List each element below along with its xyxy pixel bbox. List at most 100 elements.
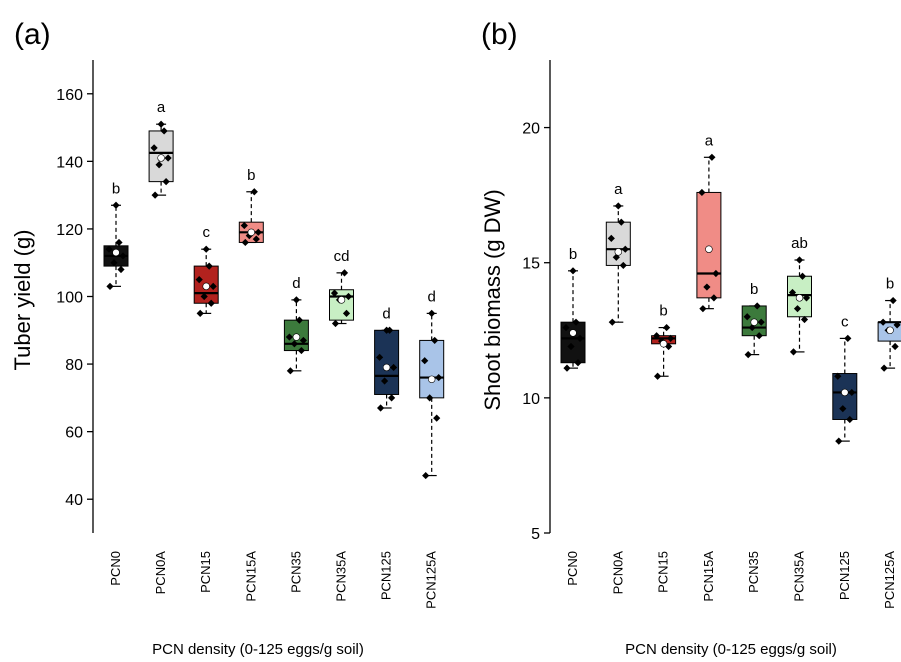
panel-b-box-pcn0: b PCN0 bbox=[560, 246, 586, 586]
data-point bbox=[748, 323, 756, 332]
mean-marker bbox=[337, 296, 346, 304]
data-point bbox=[788, 288, 797, 297]
data-point bbox=[839, 405, 847, 413]
data-point bbox=[106, 282, 114, 290]
data-point bbox=[252, 235, 260, 243]
data-point bbox=[331, 319, 340, 328]
data-point bbox=[433, 414, 441, 422]
data-point bbox=[567, 342, 575, 351]
data-point bbox=[344, 292, 353, 301]
panel-b-box-pcn0a: a PCN0A bbox=[605, 181, 631, 594]
data-point bbox=[388, 394, 396, 402]
data-point bbox=[612, 253, 620, 261]
data-point bbox=[608, 318, 616, 326]
mean-marker bbox=[886, 326, 894, 334]
mean-marker bbox=[841, 388, 849, 397]
panel-a-y-ticks: 40 60 80 100 120 140 160 bbox=[56, 87, 93, 509]
panel-b-box-pcn35: b PCN35 bbox=[741, 281, 767, 593]
data-point bbox=[572, 318, 580, 326]
mean-marker bbox=[247, 228, 256, 237]
data-point bbox=[196, 309, 204, 317]
data-point bbox=[835, 437, 843, 445]
data-point bbox=[155, 161, 163, 169]
data-point bbox=[574, 359, 582, 367]
data-point bbox=[195, 276, 203, 284]
data-point bbox=[115, 238, 123, 247]
data-point bbox=[254, 228, 262, 236]
data-point bbox=[295, 316, 303, 324]
mean-marker bbox=[614, 248, 622, 256]
mean-marker bbox=[292, 333, 301, 341]
panel-b-y-tick-label: 10 bbox=[522, 391, 540, 408]
data-point bbox=[798, 272, 807, 280]
significance-letter: d bbox=[428, 288, 436, 305]
panel-b-box-pcn125a: b PCN125A bbox=[877, 276, 901, 609]
category-label: PCN35 bbox=[288, 551, 303, 593]
data-point bbox=[105, 245, 113, 253]
data-point bbox=[297, 346, 305, 355]
data-point bbox=[240, 221, 248, 230]
significance-letter: b bbox=[886, 276, 894, 293]
data-point bbox=[614, 202, 622, 210]
panel-b: (b) Shoot biomass (g DW) PCN density (0-… bbox=[480, 18, 901, 658]
significance-letter: b bbox=[659, 303, 667, 320]
category-label: PCN0A bbox=[153, 551, 168, 595]
mean-marker bbox=[705, 245, 713, 253]
panel-b-box-pcn15a: a PCN15A bbox=[696, 132, 722, 602]
panel-b-y-tick-label: 15 bbox=[522, 256, 540, 273]
data-point bbox=[381, 377, 389, 385]
data-point bbox=[205, 262, 213, 270]
data-point bbox=[708, 153, 716, 161]
data-point bbox=[893, 321, 901, 329]
panel-b-boxes: b PCN0 a PCN0A b PCN15 a PCN15A b PCN35 ab PCN35A c P… bbox=[560, 132, 901, 609]
panel-a-y-tick-label: 140 bbox=[56, 154, 83, 171]
data-point bbox=[562, 323, 570, 332]
data-point bbox=[428, 309, 436, 317]
mean-marker bbox=[202, 282, 210, 291]
panel-a-xlabel: PCN density (0-125 eggs/g soil) bbox=[152, 641, 364, 658]
data-point bbox=[157, 120, 165, 128]
data-point bbox=[200, 292, 208, 301]
mean-marker bbox=[795, 294, 804, 302]
category-label: PCN0 bbox=[108, 551, 123, 586]
data-point bbox=[164, 154, 172, 162]
data-point bbox=[712, 269, 720, 278]
panel-a-box-pcn15: c PCN15 bbox=[193, 224, 219, 593]
data-point bbox=[383, 326, 391, 334]
data-point bbox=[250, 188, 258, 196]
data-point bbox=[209, 282, 217, 290]
data-point bbox=[607, 234, 615, 242]
iqr-box bbox=[696, 191, 722, 299]
category-label: PCN125 bbox=[379, 551, 394, 600]
data-point bbox=[667, 334, 675, 342]
data-point bbox=[285, 333, 293, 341]
panel-a-ylabel: Tuber yield (g) bbox=[10, 229, 35, 370]
panel-b-box-pcn35a: ab PCN35A bbox=[787, 235, 812, 602]
data-point bbox=[569, 267, 577, 275]
data-point bbox=[422, 471, 430, 480]
panel-a-box-pcn0: b PCN0 bbox=[103, 180, 129, 586]
category-label: PCN35 bbox=[746, 551, 761, 593]
data-point bbox=[162, 178, 170, 186]
panel-b-label: (b) bbox=[481, 18, 518, 51]
mean-marker bbox=[112, 248, 120, 257]
panel-a-label: (a) bbox=[14, 18, 51, 51]
panel-b-xlabel: PCN density (0-125 eggs/g soil) bbox=[625, 641, 837, 658]
data-point bbox=[563, 364, 571, 372]
panel-b-box-pcn15: b PCN15 bbox=[651, 303, 677, 593]
data-point bbox=[891, 342, 899, 351]
panel-b-y-tick-label: 20 bbox=[522, 121, 540, 138]
data-point bbox=[330, 289, 339, 297]
mean-marker bbox=[157, 154, 165, 162]
significance-letter: a bbox=[614, 181, 623, 198]
panel-a-box-pcn15a: b PCN15A bbox=[238, 167, 264, 602]
mean-marker bbox=[569, 329, 577, 337]
category-label: PCN125A bbox=[424, 551, 439, 609]
data-point bbox=[744, 351, 752, 359]
data-point bbox=[802, 294, 811, 302]
panel-a-y-tick-label: 80 bbox=[65, 357, 83, 374]
mean-marker bbox=[750, 318, 758, 326]
iqr-box bbox=[374, 329, 400, 395]
category-label: PCN35A bbox=[334, 551, 349, 602]
panel-a-box-pcn35: d PCN35 bbox=[283, 275, 309, 593]
